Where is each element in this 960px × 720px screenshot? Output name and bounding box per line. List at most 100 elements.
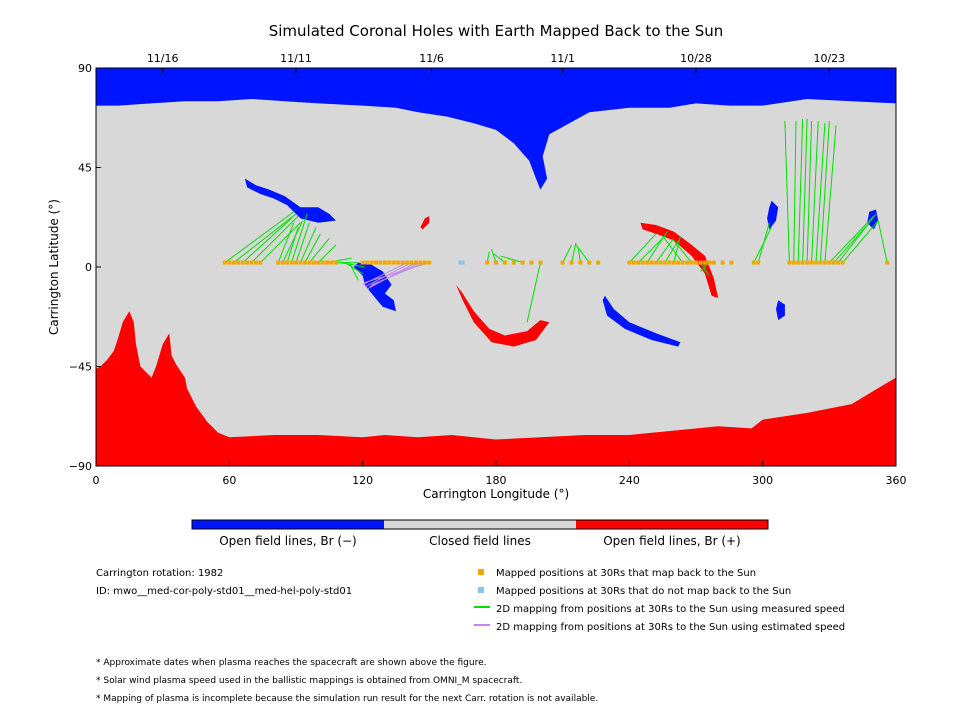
mapped-position-marker [538, 260, 543, 265]
mapped-position-marker [369, 260, 374, 265]
colorbar-negative [192, 520, 384, 529]
mapped-position-marker [831, 260, 836, 265]
mapped-position-marker [578, 260, 583, 265]
mapped-position-marker [689, 260, 694, 265]
mapped-position-marker [280, 260, 285, 265]
mapped-position-marker [231, 260, 236, 265]
mapped-position-marker [707, 260, 712, 265]
measured-mapping-line [673, 235, 681, 263]
coronal-hole-regions [96, 68, 896, 466]
mapped-position-marker [249, 260, 254, 265]
colorbar-frame [191, 519, 769, 530]
mapped-position-marker [396, 260, 401, 265]
y-axis-label: Carrington Latitude (°) [47, 199, 61, 335]
measured-mapping-line [242, 217, 292, 263]
measured-mapping-line [673, 240, 692, 263]
measured-mapping-line [797, 118, 804, 263]
mapped-position-marker [791, 260, 796, 265]
measured-mapping-line [295, 222, 310, 263]
mapped-position-marker [307, 260, 312, 265]
mapped-position-marker [405, 260, 410, 265]
mapped-position-markers [222, 260, 890, 265]
mapped-position-marker [636, 260, 641, 265]
estimated-mapping-line [364, 262, 430, 283]
mapped-position-marker [645, 260, 650, 265]
mapped-position-marker [631, 260, 636, 265]
hole-neg-310-20 [776, 300, 785, 321]
mapped-position-marker [560, 260, 565, 265]
mapped-position-marker [294, 260, 298, 265]
x-tick-label: 60 [222, 474, 236, 487]
mapped-position-marker [511, 260, 516, 265]
mapped-position-marker [694, 260, 698, 265]
measured-mapping-line [340, 262, 365, 268]
mapped-position-marker [311, 260, 316, 265]
top-date-label: 11/1 [550, 52, 575, 65]
measured-mapping-line [628, 233, 657, 263]
mapped-position-marker [298, 260, 303, 265]
measured-mapping-line [251, 215, 299, 263]
mapped-position-marker [814, 260, 818, 265]
y-tick-label: 0 [85, 261, 92, 274]
mapped-position-marker [627, 260, 632, 265]
mapped-position-marker [240, 260, 245, 265]
mapped-position-marker [569, 260, 574, 265]
measured-mapping-line [815, 123, 826, 263]
mapped-position-marker [529, 260, 534, 265]
mapped-position-marker [676, 260, 681, 265]
colorbar-label-positive: Open field lines, Br (+) [603, 534, 741, 548]
hole-pos-146-20 [420, 216, 430, 230]
top-date-label: 11/16 [147, 52, 179, 65]
measured-mapping-line [233, 213, 297, 263]
mapped-position-marker [320, 260, 325, 265]
mapped-position-marker [671, 260, 676, 265]
legend-marker-mapped [478, 569, 484, 575]
measured-mapping-line [562, 244, 573, 263]
hole-neg-234-28 [602, 295, 681, 347]
mapped-position-marker [640, 260, 645, 265]
mapped-position-marker [329, 260, 334, 265]
north-negative-polar-cap [96, 68, 896, 190]
mapped-position-marker [596, 260, 601, 265]
y-axis-ticks: 90 45 0 −45 −90 [69, 62, 101, 473]
measured-mapping-line [282, 220, 304, 263]
mapped-position-marker [685, 260, 690, 265]
y-tick-label: −90 [69, 460, 92, 473]
mapped-position-marker [494, 260, 498, 265]
mapped-position-marker [276, 260, 281, 265]
legend-label-not-mapped: Mapped positions at 30Rs that do not map… [496, 586, 791, 597]
x-tick-label: 0 [93, 474, 100, 487]
mapped-position-marker [702, 260, 707, 265]
legend-label-estimated: 2D mapping from positions at 30Rs to the… [496, 622, 845, 633]
measured-mapping-line [317, 244, 337, 263]
legend-marker-not-mapped [478, 587, 484, 593]
mapped-position-marker [756, 260, 761, 265]
mapped-position-marker [796, 260, 801, 265]
not-mapped-position-marker [458, 260, 463, 265]
measured-mapping-line [793, 121, 797, 263]
mapped-position-marker [258, 260, 263, 265]
hole-neg-70-90 [244, 178, 336, 223]
measured-mapping-line [806, 121, 813, 263]
measured-mapping-line [655, 237, 675, 263]
mapped-position-marker [502, 260, 507, 265]
mapped-position-marker [485, 260, 490, 265]
mapped-position-marker [658, 260, 663, 265]
mapped-position-marker [840, 260, 845, 265]
measured-mapping-line [819, 121, 830, 263]
mapped-position-marker [827, 260, 832, 265]
mapped-position-marker [334, 260, 338, 265]
mapped-position-marker [378, 260, 383, 265]
measured-mapping-line [571, 242, 577, 263]
mapped-position-marker [787, 260, 792, 265]
carrington-rotation: Carrington rotation: 1982 [96, 568, 223, 579]
mapped-position-marker [885, 260, 890, 265]
mapped-position-marker [427, 260, 432, 265]
measured-mapping-line [877, 220, 888, 263]
mapped-position-marker [285, 260, 290, 265]
hole-pos-168-24 [456, 284, 550, 347]
measured-mapping-line [664, 240, 679, 263]
measured-mapping-line [491, 249, 497, 263]
measured-mapping-line [224, 211, 295, 263]
south-positive-polar-cap [96, 311, 896, 466]
